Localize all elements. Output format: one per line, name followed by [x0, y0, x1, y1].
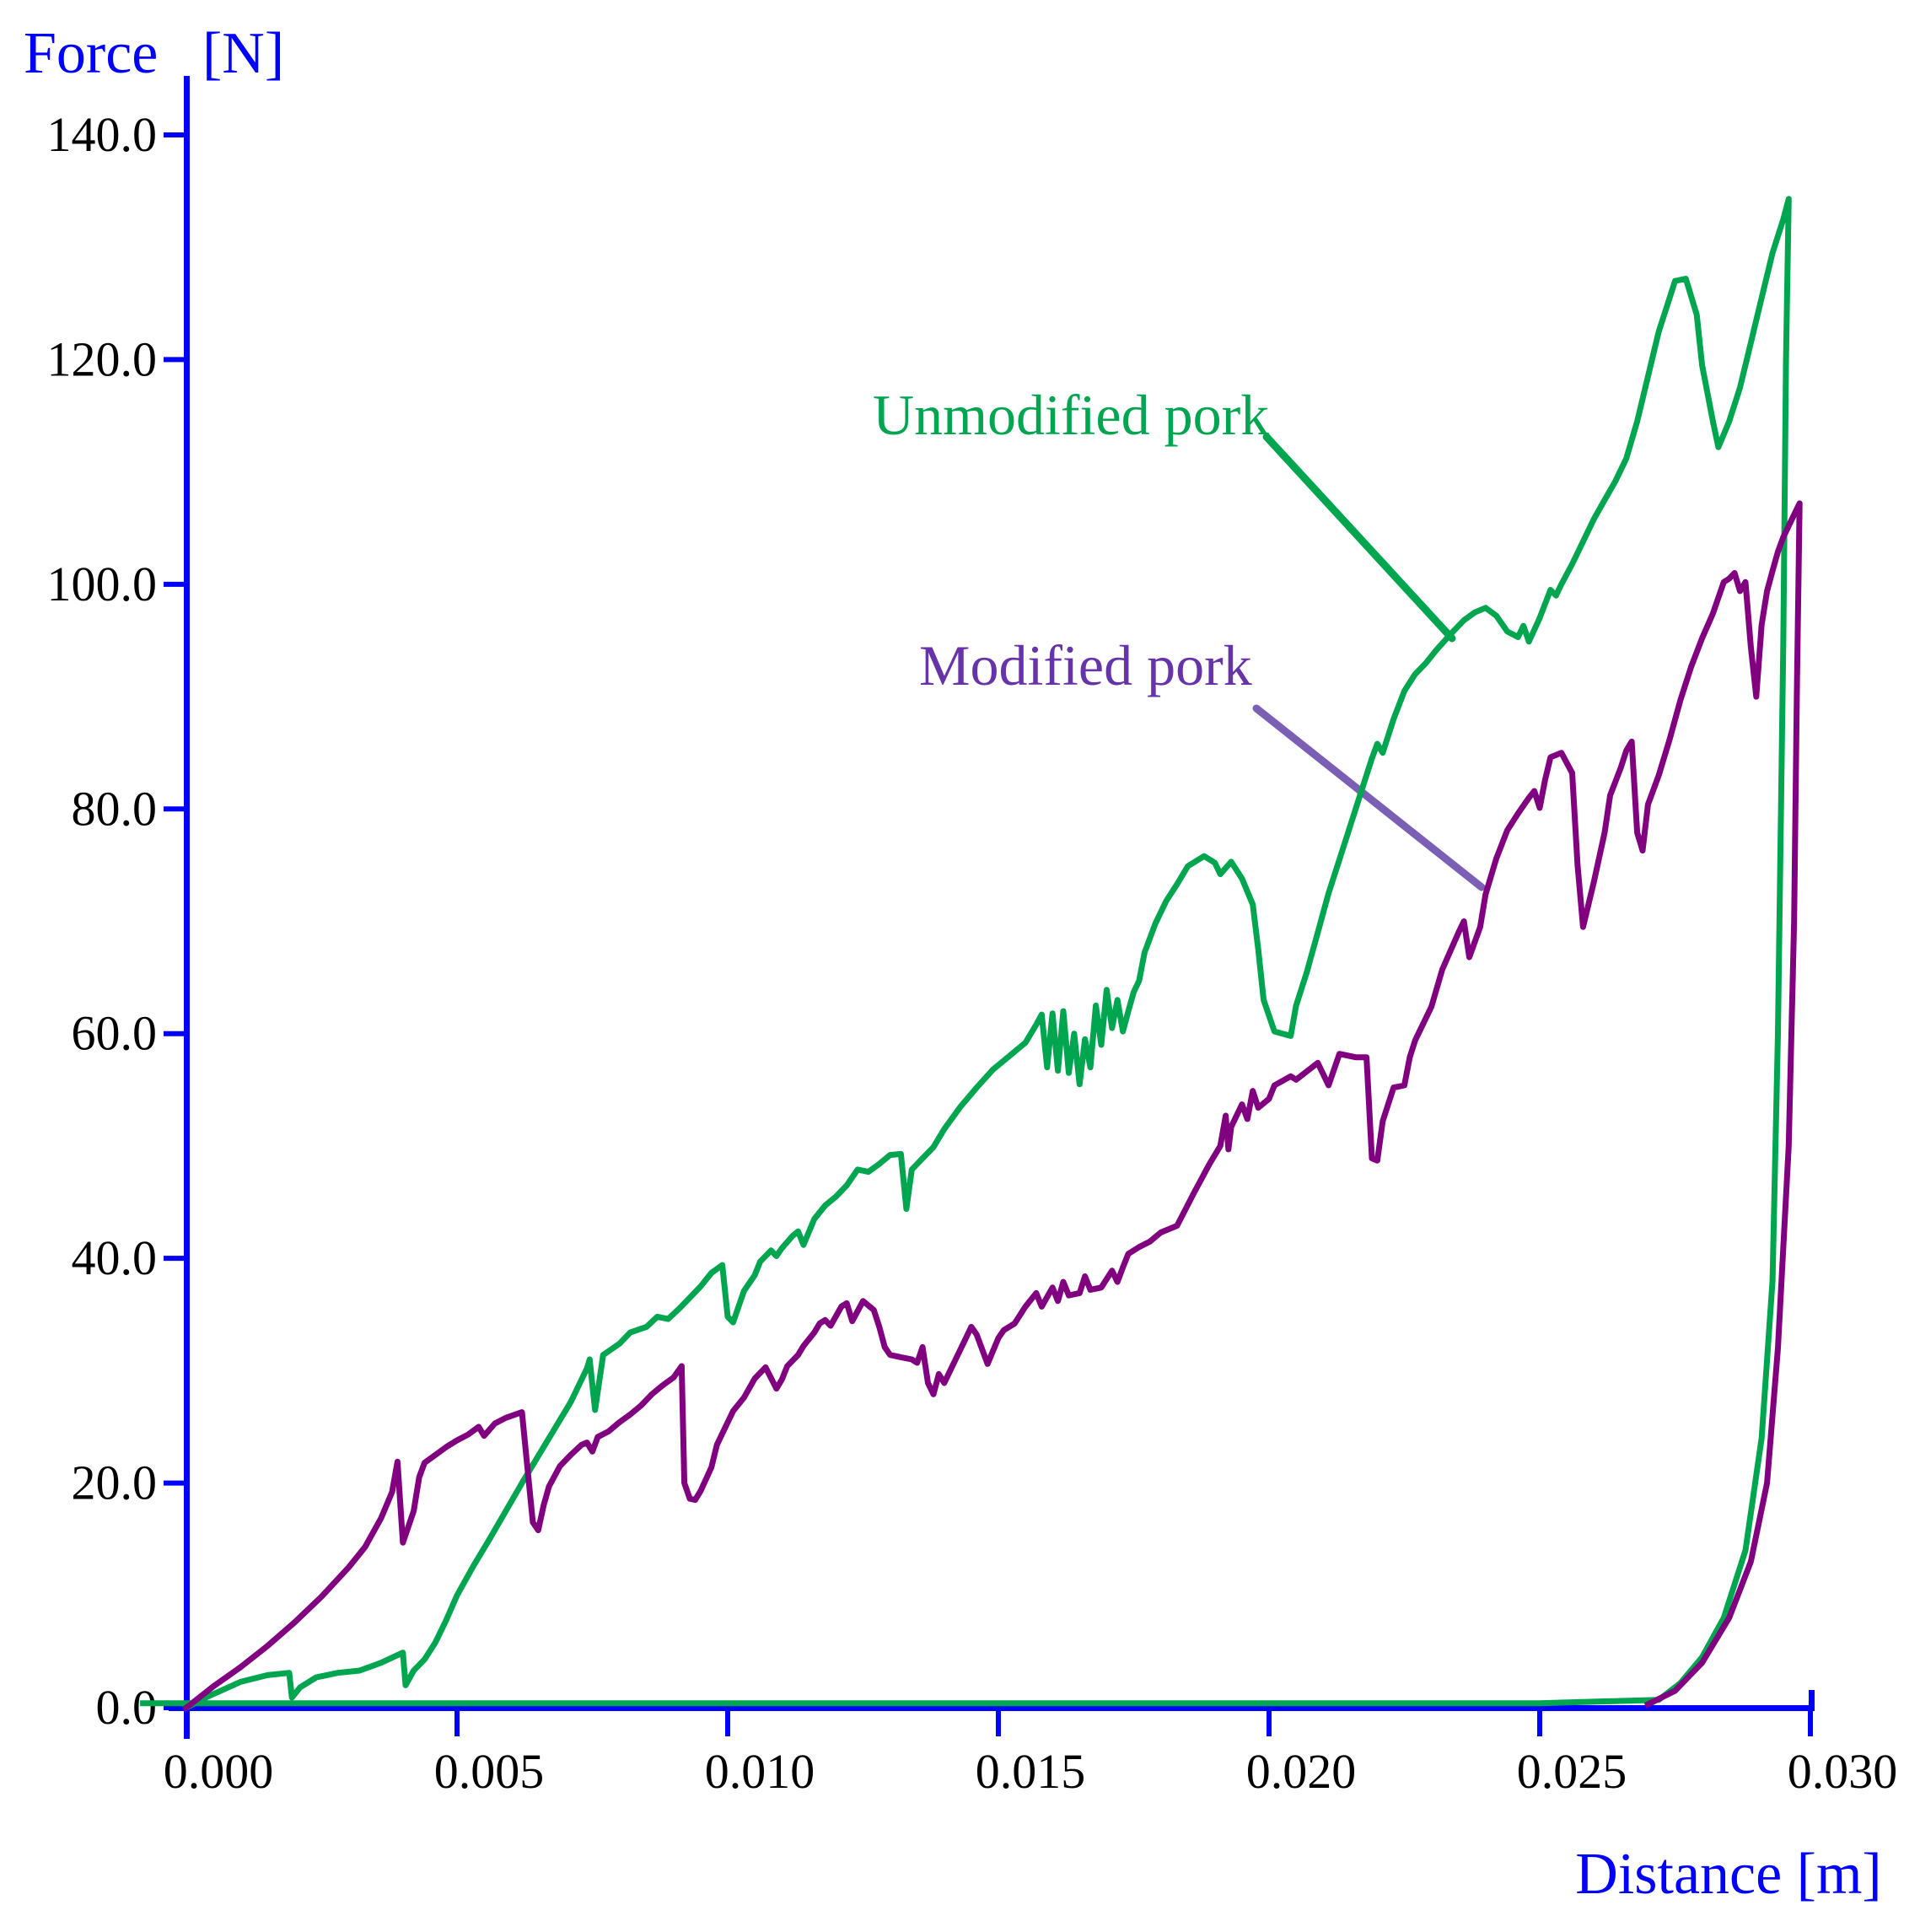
- y-tick-label-40.0: 40.0: [72, 1230, 158, 1285]
- unmodified-pork-leader-line: [1262, 433, 1456, 643]
- x-tick-label-0.025: 0.025: [1517, 1744, 1627, 1799]
- unmodified-pork-label: Unmodified pork: [873, 383, 1269, 447]
- x-tick-label-0.005: 0.005: [434, 1744, 545, 1799]
- y-axis-title-unit: [N]: [202, 21, 284, 86]
- y-tick-label-80.0: 80.0: [72, 781, 158, 836]
- modified-pork-label: Modified pork: [919, 633, 1252, 697]
- y-tick-label-120.0: 120.0: [47, 331, 158, 386]
- x-axis-ticks: [184, 1708, 1813, 1736]
- x-tick-label-0.000: 0.000: [164, 1744, 274, 1799]
- y-tick-label-100.0: 100.0: [47, 557, 158, 611]
- annotation-modified-pork: Modified pork: [919, 633, 1486, 891]
- x-tick-label-0.030: 0.030: [1788, 1744, 1898, 1799]
- unmodified-pork-curve: [140, 196, 1792, 1712]
- x-tick-label-0.020: 0.020: [1246, 1744, 1357, 1799]
- y-axis-title: Force: [24, 21, 158, 86]
- y-tick-label-140.0: 140.0: [47, 107, 158, 162]
- x-axis-tick-labels: 0.000 0.005 0.010 0.015 0.020 0.025 0.030: [164, 1744, 1898, 1799]
- annotation-unmodified-pork: Unmodified pork: [873, 383, 1456, 643]
- y-tick-label-0.0: 0.0: [96, 1680, 158, 1735]
- y-tick-label-60.0: 60.0: [72, 1006, 158, 1061]
- y-axis-tick-labels: 0.0 20.0 40.0 60.0 80.0 100.0 120.0 140.0: [47, 107, 158, 1735]
- modified-pork-curve: [182, 500, 1803, 1712]
- x-axis-title: Distance [m]: [1575, 1842, 1881, 1907]
- x-tick-label-0.010: 0.010: [705, 1744, 815, 1799]
- axes: 0.000 0.005 0.010 0.015 0.020 0.025 0.030 0.0 2…: [47, 76, 1898, 1799]
- modified-pork-leader-line: [1252, 704, 1486, 891]
- series-curves: [140, 196, 1803, 1712]
- x-tick-label-0.015: 0.015: [976, 1744, 1086, 1799]
- y-axis-ticks: [164, 132, 186, 1710]
- y-tick-label-20.0: 20.0: [72, 1456, 158, 1510]
